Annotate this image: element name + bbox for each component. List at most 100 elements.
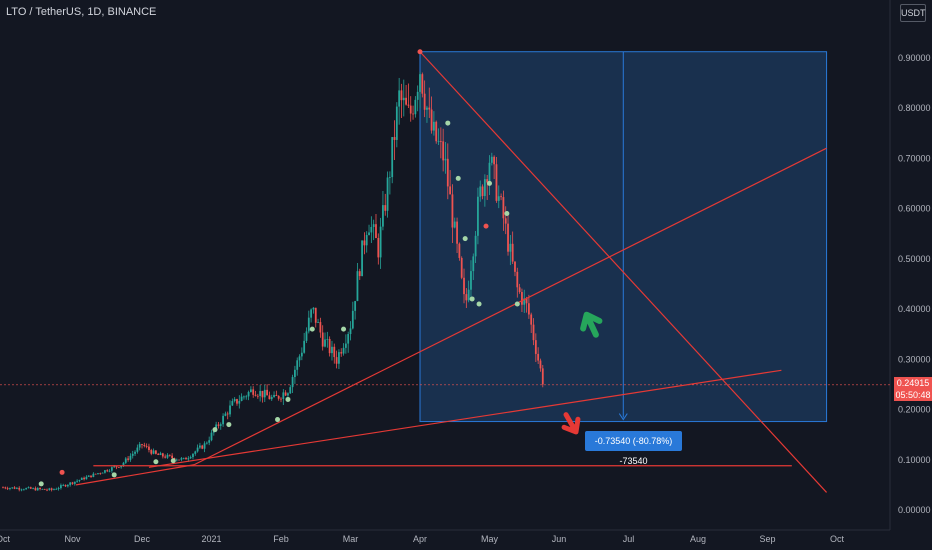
candle-body xyxy=(335,357,338,364)
candle-body xyxy=(370,226,373,233)
candle-body xyxy=(333,346,336,358)
buy-signal-dot xyxy=(445,120,451,126)
candle-body xyxy=(175,459,178,461)
candle-body xyxy=(155,450,157,454)
trendline xyxy=(75,464,195,486)
candle-body xyxy=(115,466,118,468)
buy-signal-dot xyxy=(476,301,482,307)
candle-body xyxy=(465,294,468,301)
candle-body xyxy=(273,394,275,398)
candle-body xyxy=(229,405,231,415)
candle-body xyxy=(470,271,472,290)
candle-body xyxy=(514,261,516,272)
candle-body xyxy=(310,309,313,318)
candle-body xyxy=(523,298,526,305)
measure-arrow-head xyxy=(618,413,628,421)
candle-body xyxy=(433,121,435,131)
candle-body xyxy=(71,482,74,484)
candle-body xyxy=(66,484,69,487)
candle-body xyxy=(331,346,333,354)
candle-body xyxy=(131,453,134,456)
candle-body xyxy=(127,458,129,460)
candle-body xyxy=(122,462,125,466)
x-tick-label: Dec xyxy=(134,534,151,544)
candle-body xyxy=(134,451,136,454)
candle-body xyxy=(120,465,123,468)
candle-body xyxy=(150,450,153,454)
y-tick-label: 0.90000 xyxy=(898,53,931,63)
candle-body xyxy=(217,424,220,426)
candle-body xyxy=(124,458,127,463)
candle-body xyxy=(192,453,194,458)
buy-signal-dot xyxy=(285,396,291,402)
candle-body xyxy=(402,97,405,101)
candle-body xyxy=(338,352,340,364)
candle-body xyxy=(419,74,421,92)
currency-unit[interactable]: USDT xyxy=(900,4,926,22)
arrow-up-icon xyxy=(580,311,603,338)
candle-body xyxy=(261,390,264,398)
candle-body xyxy=(423,93,426,110)
candle-body xyxy=(236,399,238,404)
buy-signal-dot xyxy=(455,175,461,181)
candle-body xyxy=(157,453,160,456)
buy-signal-dot xyxy=(514,301,520,307)
candle-body xyxy=(4,487,7,489)
x-tick-label: Jul xyxy=(623,534,635,544)
x-tick-label: May xyxy=(481,534,499,544)
candle-body xyxy=(180,458,183,460)
candle-body xyxy=(449,186,452,195)
candle-body xyxy=(92,473,95,477)
candle-body xyxy=(368,232,370,236)
candle-body xyxy=(446,158,449,187)
candle-body xyxy=(48,488,51,490)
candle-body xyxy=(22,489,25,491)
candle-body xyxy=(245,396,248,398)
x-tick-label: Sep xyxy=(759,534,775,544)
candle-body xyxy=(421,74,424,94)
candle-body xyxy=(458,243,461,258)
candle-body xyxy=(275,394,278,396)
candle-body xyxy=(435,121,438,142)
x-tick-label: Oct xyxy=(0,534,10,544)
candle-body xyxy=(344,343,347,348)
y-tick-label: 0.60000 xyxy=(898,204,931,214)
candle-body xyxy=(243,396,245,398)
candle-body xyxy=(463,277,465,295)
candle-body xyxy=(495,164,498,201)
candle-body xyxy=(53,489,55,491)
arrow-up-stroke xyxy=(580,311,603,338)
candle-body xyxy=(451,194,454,228)
x-tick-label: Apr xyxy=(413,534,427,544)
candle-body xyxy=(171,455,174,459)
candle-body xyxy=(358,271,361,277)
candle-body xyxy=(361,240,363,277)
candle-body xyxy=(159,453,162,456)
candle-body xyxy=(354,301,357,311)
y-tick-label: 0.30000 xyxy=(898,354,931,364)
candle-body xyxy=(509,243,512,252)
candle-body xyxy=(388,177,391,178)
candle-body xyxy=(347,334,350,344)
candle-body xyxy=(80,477,83,480)
candle-body xyxy=(444,158,447,161)
candle-body xyxy=(263,389,266,398)
candle-body xyxy=(391,137,394,178)
candle-body xyxy=(483,179,486,197)
candle-body xyxy=(372,224,375,227)
y-tick-label: 0.50000 xyxy=(898,254,931,264)
candle-body xyxy=(164,456,167,458)
candle-body xyxy=(437,141,440,142)
candle-body xyxy=(161,453,164,457)
candle-body xyxy=(300,352,303,357)
candle-body xyxy=(453,221,456,228)
candle-body xyxy=(2,487,4,489)
candle-body xyxy=(287,393,289,396)
candle-body xyxy=(525,298,528,304)
candle-body xyxy=(168,454,171,456)
candle-body xyxy=(303,340,306,353)
candle-body xyxy=(182,457,185,459)
candle-body xyxy=(521,292,523,305)
candle-body xyxy=(277,395,280,399)
